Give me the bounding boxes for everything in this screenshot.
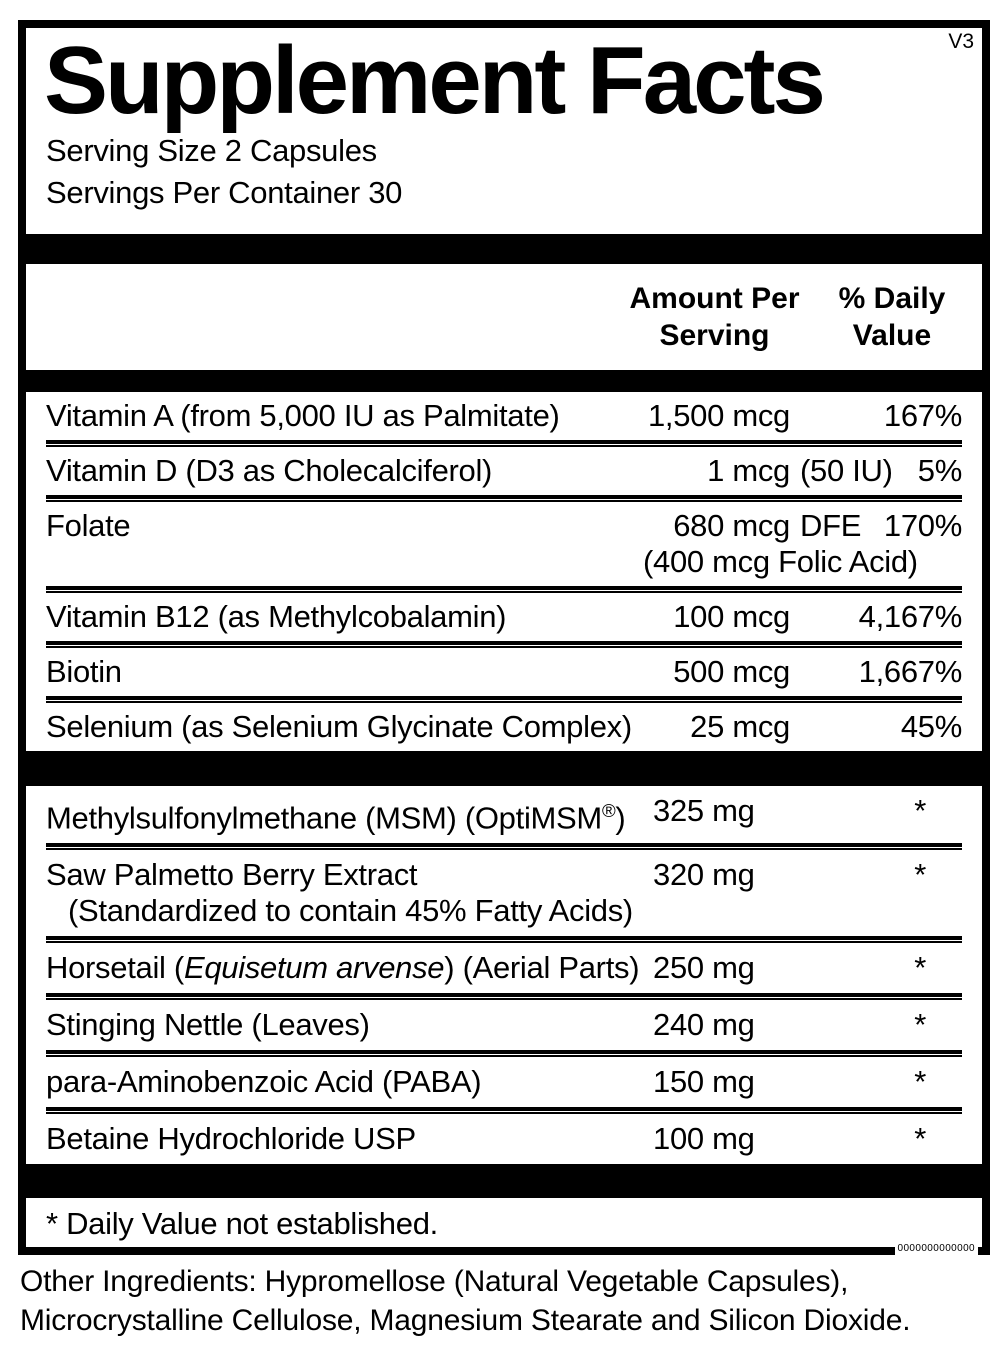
- nutrient-name-line2: (Standardized to contain 45% Fatty Acids…: [68, 893, 633, 929]
- row-divider: [46, 695, 962, 703]
- section-divider-bar: [26, 369, 982, 392]
- nutrient-row: Biotin 500 mcg 1,667%: [46, 648, 962, 696]
- other-ingredients-line1: Other Ingredients: Hypromellose (Natural…: [20, 1265, 849, 1298]
- nutrient-name: Vitamin A (from 5,000 IU as Palmitate): [46, 397, 560, 433]
- section-divider-bar: [26, 233, 982, 264]
- nutrient-daily-value: *: [914, 1121, 926, 1157]
- row-divider: [46, 439, 962, 447]
- nutrient-amount: 1 mcg (50 IU): [707, 452, 893, 488]
- nutrient-row: Folate 680 mcg DFE (400 mcg Folic Acid) 1…: [46, 502, 962, 586]
- row-divider: [46, 640, 962, 648]
- nutrient-amount: 500 mcg: [673, 653, 790, 689]
- registered-trademark-symbol: ®: [601, 799, 616, 821]
- nutrient-amount: 150 mg: [653, 1064, 755, 1100]
- nutrient-name: Biotin: [46, 653, 122, 689]
- botanical-latin-name: Equisetum arvense: [183, 950, 445, 986]
- nutrient-daily-value: *: [914, 1007, 926, 1043]
- nutrient-amount: 25 mcg: [690, 708, 790, 744]
- nutrient-daily-value: 4,167%: [858, 598, 963, 634]
- serving-size: Serving Size 2 Capsules: [46, 132, 377, 168]
- row-divider: [46, 993, 962, 1001]
- nutrient-name: Folate: [46, 507, 131, 543]
- nutrient-amount: 680 mcg DFE: [673, 507, 862, 543]
- nutrient-name: Betaine Hydrochloride USP: [46, 1121, 416, 1157]
- nutrient-amount: 100 mcg: [673, 598, 790, 634]
- nutrient-name: Vitamin D (D3 as Cholecalciferol): [46, 452, 493, 488]
- nutrient-name: Stinging Nettle (Leaves): [46, 1007, 370, 1043]
- nutrient-row: Betaine Hydrochloride USP 100 mg *: [46, 1114, 962, 1164]
- label-title: Supplement Facts: [44, 27, 826, 134]
- vitamins-section: Vitamin A (from 5,000 IU as Palmitate) 1…: [46, 392, 962, 751]
- column-header-dv: % Daily Value: [838, 281, 946, 352]
- nutrient-amount: 1,500 mcg: [647, 397, 790, 433]
- row-divider: [46, 843, 962, 851]
- nutrient-amount-line2: (400 mcg Folic Acid): [643, 543, 918, 579]
- nutrient-row: Vitamin B12 (as Methylcobalamin) 100 mcg…: [46, 593, 962, 641]
- print-code-digits: 0000000000000: [894, 1241, 978, 1257]
- nutrient-name: Vitamin B12 (as Methylcobalamin): [46, 598, 507, 634]
- nutrient-daily-value: 170%: [883, 507, 962, 543]
- row-divider: [46, 494, 962, 502]
- nutrient-row: Vitamin D (D3 as Cholecalciferol) 1 mcg(…: [46, 447, 962, 495]
- version-tag: V3: [948, 30, 974, 53]
- nutrient-daily-value: 5%: [917, 452, 963, 488]
- nutrient-name: Selenium (as Selenium Glycinate Complex): [46, 708, 632, 744]
- other-ingredients-line2: Microcrystalline Cellulose, Magnesium St…: [20, 1304, 911, 1337]
- botanicals-section: Methylsulfonylmethane (MSM) (OptiMSM®) 3…: [46, 786, 962, 1164]
- column-headers: Amount Per Serving % Daily Value: [46, 264, 962, 370]
- nutrient-row: Stinging Nettle (Leaves) 240 mg *: [46, 1000, 962, 1050]
- nutrient-name: para-Aminobenzoic Acid (PABA): [46, 1064, 482, 1100]
- nutrient-row: Selenium (as Selenium Glycinate Complex)…: [46, 703, 962, 751]
- supplement-facts-label: V3 Supplement Facts Serving Size 2 Capsu…: [18, 20, 990, 1257]
- column-header-amount: Amount Per Serving: [629, 281, 800, 352]
- row-divider: [46, 1050, 962, 1058]
- other-ingredients: Other Ingredients: Hypromellose (Natural…: [20, 1262, 1000, 1340]
- row-divider: [46, 936, 962, 944]
- section-divider-bar: [26, 750, 982, 786]
- nutrient-amount: 250 mg: [653, 950, 755, 986]
- row-divider: [46, 585, 962, 593]
- nutrient-row: Vitamin A (from 5,000 IU as Palmitate) 1…: [46, 392, 962, 440]
- nutrient-name: Horsetail (Equisetum arvense) (Aerial Pa…: [46, 950, 640, 986]
- nutrient-amount: 100 mg: [653, 1121, 755, 1157]
- nutrient-daily-value: 167%: [883, 397, 962, 433]
- nutrient-amount: 320 mg: [653, 857, 755, 893]
- nutrient-daily-value: 1,667%: [858, 653, 963, 689]
- row-divider: [46, 1107, 962, 1115]
- daily-value-footnote: * Daily Value not established.: [46, 1206, 438, 1242]
- nutrient-name: Saw Palmetto Berry Extract: [46, 857, 418, 893]
- nutrient-amount: 240 mg: [653, 1007, 755, 1043]
- nutrient-daily-value: 45%: [900, 708, 962, 744]
- nutrient-amount: 325 mg: [653, 792, 755, 828]
- nutrient-row: para-Aminobenzoic Acid (PABA) 150 mg *: [46, 1057, 962, 1107]
- section-divider-bar: [26, 1164, 982, 1199]
- nutrient-name: Methylsulfonylmethane (MSM) (OptiMSM®): [46, 799, 626, 836]
- nutrient-daily-value: *: [914, 792, 926, 828]
- nutrient-row: Saw Palmetto Berry Extract (Standardized…: [46, 850, 962, 936]
- servings-per-container: Servings Per Container 30: [46, 174, 403, 210]
- nutrient-daily-value: *: [914, 857, 926, 893]
- nutrient-daily-value: *: [914, 1064, 926, 1100]
- nutrient-row: Horsetail (Equisetum arvense) (Aerial Pa…: [46, 943, 962, 993]
- nutrient-row: Methylsulfonylmethane (MSM) (OptiMSM®) 3…: [46, 786, 962, 843]
- nutrient-daily-value: *: [914, 950, 926, 986]
